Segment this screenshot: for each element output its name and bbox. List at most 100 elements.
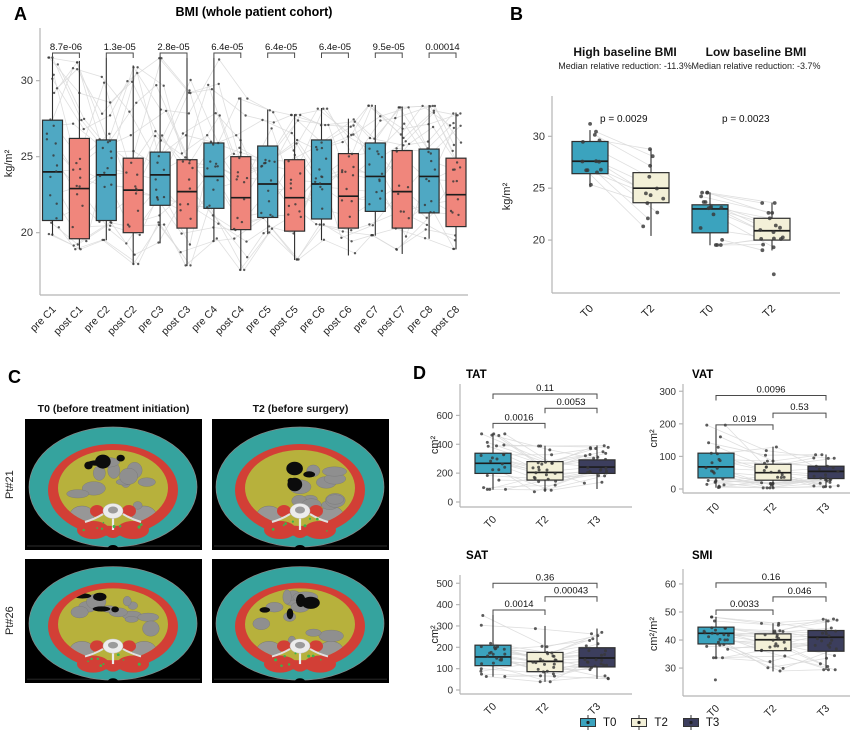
high-bmi-title: High baseline BMI bbox=[573, 45, 677, 59]
legend-item-t2: T2 bbox=[629, 714, 668, 731]
y-axis-label: kg/m² bbox=[501, 182, 513, 210]
y-axis-label: kg/m² bbox=[3, 149, 15, 177]
svg-text:30: 30 bbox=[533, 131, 545, 143]
boxplot-glyph-t3-icon bbox=[682, 715, 699, 730]
svg-text:T0: T0 bbox=[579, 303, 597, 321]
svg-text:post C3: post C3 bbox=[159, 304, 193, 338]
ct-row-label-pt21: Pt#21 bbox=[4, 470, 16, 499]
svg-text:0.11: 0.11 bbox=[536, 383, 554, 394]
svg-text:0.0033: 0.0033 bbox=[730, 599, 759, 610]
svg-text:30: 30 bbox=[665, 664, 677, 675]
svg-text:0: 0 bbox=[670, 485, 676, 496]
svg-text:20: 20 bbox=[533, 235, 545, 247]
svg-text:post C1: post C1 bbox=[51, 304, 85, 338]
svg-text:T2: T2 bbox=[762, 501, 779, 518]
svg-text:40: 40 bbox=[665, 636, 677, 647]
svg-text:6.4e-05: 6.4e-05 bbox=[319, 42, 351, 53]
svg-text:T0: T0 bbox=[482, 514, 499, 531]
svg-text:post C7: post C7 bbox=[374, 304, 408, 338]
chart-title: TAT bbox=[466, 369, 487, 381]
panel-a-label: A bbox=[14, 4, 27, 24]
legend-item-t0: T0 bbox=[578, 714, 616, 731]
panel-a-title: BMI (whole patient cohort) bbox=[175, 5, 333, 19]
pair-lines bbox=[582, 131, 783, 251]
ct-image-pt21-t0 bbox=[25, 419, 202, 550]
svg-text:400: 400 bbox=[436, 440, 453, 451]
boxes bbox=[697, 424, 845, 489]
svg-text:200: 200 bbox=[436, 643, 453, 654]
svg-text:T3: T3 bbox=[815, 501, 832, 518]
axis: 20 25 30 bbox=[21, 28, 468, 296]
svg-text:200: 200 bbox=[659, 419, 676, 430]
svg-text:post C5: post C5 bbox=[267, 304, 301, 338]
svg-text:20: 20 bbox=[21, 227, 33, 239]
svg-text:T3: T3 bbox=[586, 514, 603, 531]
timepoint-legend: T0 T2 T3 bbox=[578, 714, 719, 731]
svg-text:post C2: post C2 bbox=[105, 304, 139, 338]
svg-text:30: 30 bbox=[21, 75, 33, 87]
y-axis-label: cm² bbox=[429, 436, 441, 455]
y-axis-label: cm²/m² bbox=[648, 617, 660, 652]
svg-text:0.53: 0.53 bbox=[790, 402, 809, 413]
svg-text:0.019: 0.019 bbox=[733, 414, 757, 425]
svg-text:200: 200 bbox=[436, 469, 453, 480]
svg-text:0.0096: 0.0096 bbox=[756, 384, 785, 395]
bmi-subgroup-boxplot: 20 25 30 T0 T2 T0 T2 kg/m² bbox=[501, 96, 840, 320]
svg-text:T2: T2 bbox=[534, 514, 551, 531]
svg-text:T2: T2 bbox=[640, 303, 658, 321]
svg-text:1.3e-05: 1.3e-05 bbox=[104, 42, 136, 53]
svg-text:300: 300 bbox=[436, 621, 453, 632]
legend-label-t2: T2 bbox=[654, 716, 668, 729]
svg-text:0.0016: 0.0016 bbox=[504, 412, 533, 423]
legend-label-t3: T3 bbox=[705, 716, 720, 729]
low-bmi-title: Low baseline BMI bbox=[705, 45, 807, 59]
boxes bbox=[474, 433, 616, 492]
jitter-points bbox=[704, 423, 840, 490]
vat-boxplot: 0 100 200 300 T0 T2 T3 0.019 0.53 0.0096 cm² VAT bbox=[648, 369, 850, 518]
panel-b-label: B bbox=[510, 4, 523, 24]
panel-d-label: D bbox=[413, 363, 426, 383]
ct-image-pt26-t2 bbox=[212, 559, 389, 683]
ct-col-title-t2: T2 (before surgery) bbox=[252, 403, 349, 415]
svg-text:9.5e-05: 9.5e-05 bbox=[373, 42, 405, 53]
boxplot-glyph-t0-icon bbox=[580, 715, 596, 730]
annotations: T0 T2 T0 T2 kg/m² bbox=[501, 182, 778, 320]
panel-c-label: C bbox=[8, 367, 21, 387]
jitter-points bbox=[479, 614, 610, 684]
low-bmi-subtitle: Median relative reduction: -3.7% bbox=[691, 61, 821, 71]
organ-blobs bbox=[66, 454, 157, 525]
svg-text:0.046: 0.046 bbox=[788, 586, 812, 597]
y-axis-label: cm² bbox=[648, 429, 660, 448]
svg-text:2.8e-05: 2.8e-05 bbox=[157, 42, 189, 53]
svg-text:25: 25 bbox=[533, 183, 545, 195]
boxes bbox=[571, 130, 791, 251]
ct-image-pt26-t0 bbox=[25, 559, 202, 683]
chart-title: SAT bbox=[466, 550, 488, 562]
chart-title: SMI bbox=[692, 550, 712, 562]
svg-text:0.00043: 0.00043 bbox=[554, 586, 588, 597]
jitter-points bbox=[702, 615, 839, 682]
svg-text:60: 60 bbox=[665, 579, 677, 590]
svg-text:T2: T2 bbox=[762, 703, 779, 718]
svg-text:25: 25 bbox=[21, 151, 33, 163]
svg-text:500: 500 bbox=[436, 579, 453, 590]
axis: 30 40 50 60 bbox=[665, 569, 850, 697]
svg-text:0.0053: 0.0053 bbox=[556, 397, 585, 408]
vertebra bbox=[84, 638, 142, 665]
svg-text:100: 100 bbox=[436, 664, 453, 675]
ct-image-pt21-t2 bbox=[212, 419, 389, 550]
svg-text:T2: T2 bbox=[761, 303, 779, 321]
svg-text:8.7e-06: 8.7e-06 bbox=[50, 42, 82, 53]
vertebra bbox=[84, 503, 142, 530]
axis: 0 100 200 300 bbox=[659, 384, 850, 496]
y-axis-label: cm² bbox=[429, 625, 441, 644]
axis: 0 100 200 300 400 500 bbox=[436, 575, 632, 697]
chart-title: VAT bbox=[692, 369, 713, 381]
organ-blobs bbox=[252, 589, 344, 659]
organ-blobs bbox=[69, 592, 160, 659]
svg-text:0.0014: 0.0014 bbox=[504, 599, 533, 610]
svg-text:T0: T0 bbox=[699, 303, 717, 321]
